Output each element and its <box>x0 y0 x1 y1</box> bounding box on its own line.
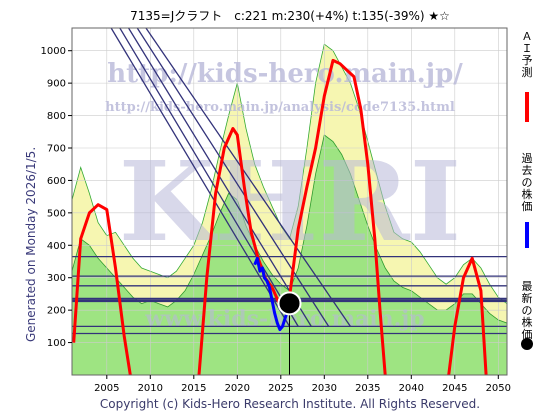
x-tick-label-2045: 2045 <box>442 383 467 394</box>
copyright: Copyright (c) Kids-Hero Research Institu… <box>100 397 480 411</box>
ai-forecast-segment-2 <box>270 58 387 375</box>
x-tick-label-2035: 2035 <box>355 383 380 394</box>
x-tick-label-2020: 2020 <box>225 383 250 394</box>
trend-line-3 <box>136 28 330 327</box>
watermark: KHRI http://kids-hero.main.jp/ http://ki… <box>105 59 463 332</box>
watermark-big: KHRI <box>119 137 461 266</box>
x-tick-label-2050: 2050 <box>486 383 511 394</box>
current-price-point <box>277 291 302 316</box>
y-tick-label-1000: 1000 <box>41 46 66 57</box>
past-price-line <box>253 256 291 332</box>
price-series <box>72 58 488 375</box>
legend-latest-swatch <box>521 338 533 350</box>
legend-latest-label: 最新の株価 <box>522 280 533 341</box>
trend-line-1 <box>119 28 299 327</box>
legend-past-label: 過去の株価 <box>522 152 533 213</box>
plot-frame <box>71 27 508 376</box>
forecast-bands <box>72 43 507 375</box>
ai-forecast-segment-0 <box>72 203 132 375</box>
chart-title: 7135=Jクラフト c:221 m:230(+4%) t:135(-39%) … <box>130 9 450 23</box>
trend-line-4 <box>145 28 351 327</box>
x-tick-label-2005: 2005 <box>94 383 119 394</box>
x-tick-label-2015: 2015 <box>181 383 206 394</box>
x-tick-label-2030: 2030 <box>312 383 337 394</box>
generated-label: Generated on Monday 2026/1/5. <box>24 147 38 342</box>
ai-forecast-segment-1 <box>197 127 274 375</box>
trend-line-0 <box>110 28 291 327</box>
band-outer-edge <box>72 43 507 305</box>
x-tick-label-2040: 2040 <box>399 383 424 394</box>
x-tick-label-2010: 2010 <box>138 383 163 394</box>
watermark-url-analysis: http://kids-hero.main.jp/analysis/code71… <box>105 100 455 115</box>
y-axis-ticks: 100 200 300 400 500 600 700 800 900 1000 <box>41 46 72 349</box>
y-tick-label-100: 100 <box>47 338 66 349</box>
x-axis-ticks: 2005 2010 2015 2020 2025 2030 2035 2040 2045 2050 <box>94 375 511 394</box>
y-tick-label-200: 200 <box>47 306 66 317</box>
y-tick-label-700: 700 <box>47 143 66 154</box>
y-tick-label-600: 600 <box>47 176 66 187</box>
legend-ai-label: ＡＩ予測 <box>522 30 533 79</box>
current-price-marker <box>277 291 302 375</box>
y-tick-label-500: 500 <box>47 208 66 219</box>
y-tick-label-900: 900 <box>47 79 66 90</box>
ai-forecast-segment-3 <box>447 256 488 375</box>
y-tick-label-800: 800 <box>47 111 66 122</box>
y-tick-label-300: 300 <box>47 273 66 284</box>
x-tick-label-2025: 2025 <box>268 383 293 394</box>
band-green <box>72 135 507 375</box>
y-tick-label-400: 400 <box>47 241 66 252</box>
